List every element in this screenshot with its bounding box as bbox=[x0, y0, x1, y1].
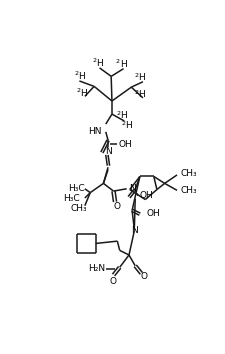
Text: H: H bbox=[125, 121, 131, 130]
Text: H₂N: H₂N bbox=[88, 264, 105, 273]
Text: HN: HN bbox=[88, 127, 101, 136]
Text: 2: 2 bbox=[74, 72, 78, 76]
Text: OH: OH bbox=[145, 209, 159, 218]
Text: CH₃: CH₃ bbox=[179, 169, 196, 178]
Text: H: H bbox=[78, 72, 85, 81]
Text: 2: 2 bbox=[76, 88, 80, 93]
Text: H: H bbox=[138, 73, 144, 82]
Text: N: N bbox=[130, 226, 137, 235]
Text: O: O bbox=[112, 202, 119, 211]
Text: 2: 2 bbox=[121, 121, 125, 126]
Text: OH: OH bbox=[118, 139, 131, 149]
Text: H₃C: H₃C bbox=[63, 194, 79, 202]
Text: CH₃: CH₃ bbox=[70, 204, 87, 212]
Text: H: H bbox=[138, 90, 144, 99]
Text: N: N bbox=[104, 147, 111, 156]
Text: 2: 2 bbox=[115, 59, 119, 64]
Text: O: O bbox=[110, 277, 117, 286]
Text: 2: 2 bbox=[92, 58, 96, 63]
Text: H: H bbox=[120, 111, 127, 120]
Text: H: H bbox=[96, 59, 103, 68]
Text: 2: 2 bbox=[116, 111, 120, 116]
Text: OH: OH bbox=[138, 191, 152, 200]
Text: H: H bbox=[119, 59, 126, 69]
Text: O: O bbox=[140, 272, 147, 281]
Text: H: H bbox=[80, 89, 87, 98]
Text: N: N bbox=[128, 184, 135, 193]
Text: 2: 2 bbox=[134, 90, 138, 95]
Text: CH₃: CH₃ bbox=[179, 186, 196, 195]
Text: 2: 2 bbox=[134, 73, 138, 78]
Text: H₃C: H₃C bbox=[68, 184, 85, 193]
